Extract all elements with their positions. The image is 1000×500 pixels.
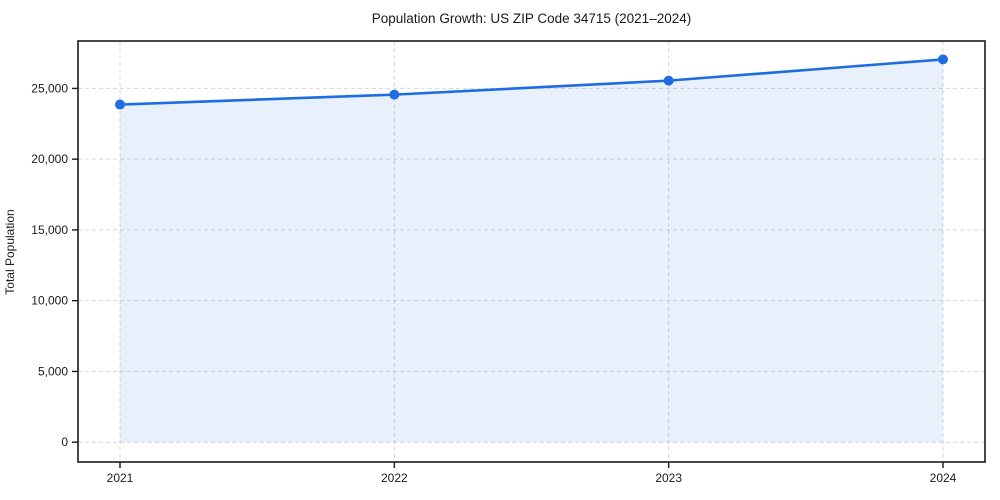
y-tick-label: 5,000 bbox=[38, 364, 68, 378]
x-tick-label: 2021 bbox=[107, 471, 134, 485]
plot-border bbox=[77, 40, 986, 463]
x-tick-label: 2022 bbox=[381, 471, 408, 485]
data-point-marker bbox=[663, 75, 674, 86]
chart-title: Population Growth: US ZIP Code 34715 (20… bbox=[371, 11, 692, 26]
area-fill bbox=[120, 59, 943, 443]
data-point-marker bbox=[389, 89, 400, 100]
y-tick-label: 25,000 bbox=[31, 81, 68, 95]
y-tick-label: 10,000 bbox=[31, 294, 68, 308]
data-point-marker bbox=[115, 99, 125, 110]
x-tick-label: 2023 bbox=[655, 471, 682, 485]
x-tick-label: 2024 bbox=[930, 471, 957, 485]
y-tick-label: 0 bbox=[61, 435, 68, 449]
y-tick-label: 20,000 bbox=[31, 152, 68, 166]
population-line bbox=[118, 58, 945, 106]
data-point-marker bbox=[938, 54, 948, 65]
y-tick-label: 15,000 bbox=[31, 223, 68, 237]
y-axis-label: Total Population bbox=[3, 209, 17, 295]
